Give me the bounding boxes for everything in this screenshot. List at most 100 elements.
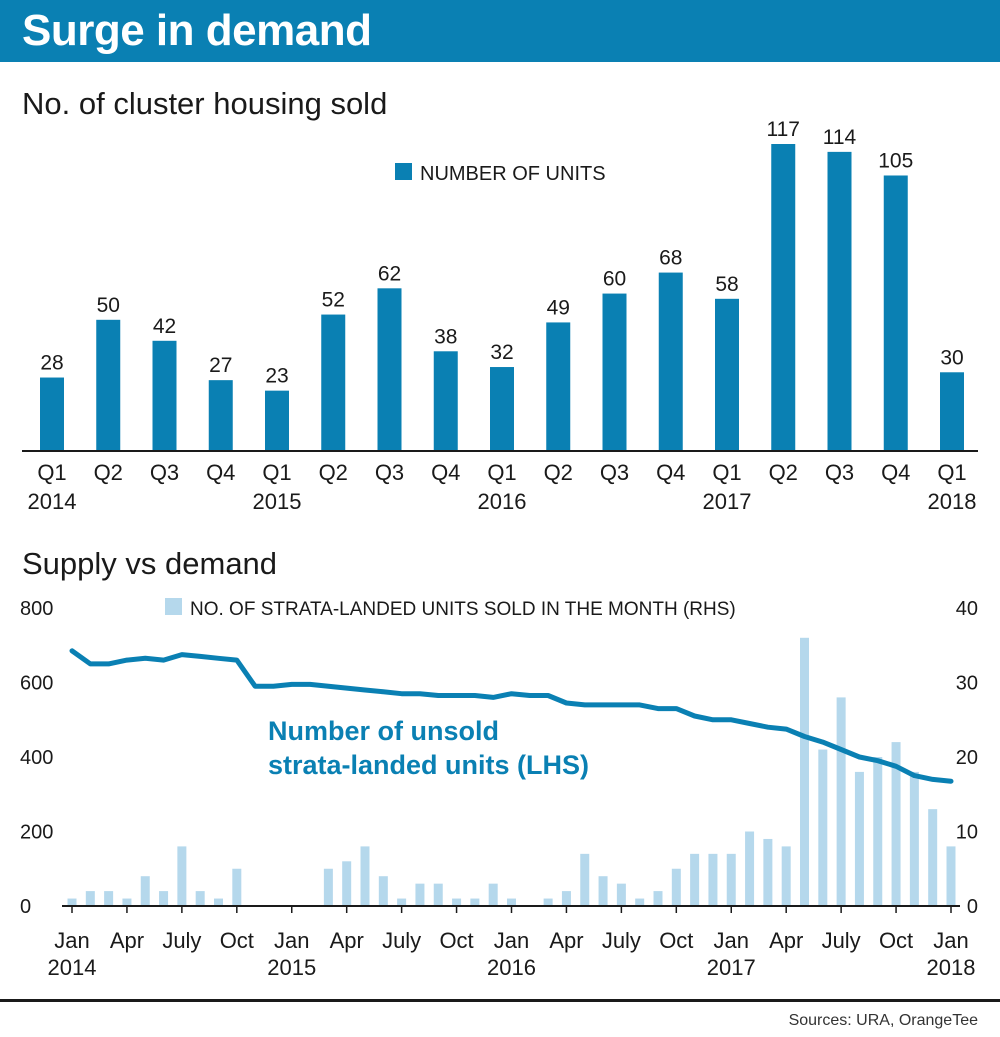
data-label: 38 <box>434 325 457 348</box>
x-tick-label: Jan <box>54 928 89 953</box>
data-label: 30 <box>940 346 963 369</box>
x-year-label: 2014 <box>28 489 77 514</box>
monthly-sales-bar <box>891 742 901 906</box>
x-tick-label: July <box>382 928 421 953</box>
monthly-sales-bar <box>653 891 663 906</box>
monthly-sales-bar <box>232 868 242 906</box>
monthly-sales-bar <box>378 876 388 906</box>
monthly-sales-bar <box>854 771 864 906</box>
right-axis-tick: 10 <box>956 822 978 844</box>
sources-credit: Sources: URA, OrangeTee <box>788 1012 978 1029</box>
monthly-sales-bar <box>635 898 645 906</box>
monthly-sales-bar <box>342 861 352 906</box>
right-axis-tick: 40 <box>956 598 978 620</box>
x-tick-label: Apr <box>769 928 803 953</box>
monthly-sales-bar <box>909 771 919 906</box>
x-year-label: 2017 <box>707 955 756 980</box>
bar <box>377 288 402 451</box>
monthly-sales-bar <box>818 749 828 906</box>
x-tick-label: Q3 <box>600 460 629 485</box>
monthly-sales-bar <box>543 898 553 906</box>
bar <box>771 144 796 451</box>
x-year-label: 2014 <box>48 955 97 980</box>
bar <box>321 314 346 451</box>
chart2-title: Supply vs demand <box>22 546 278 581</box>
bar <box>265 390 289 451</box>
monthly-sales-bar <box>836 697 846 906</box>
x-tick-label: July <box>822 928 861 953</box>
bar <box>433 351 458 451</box>
data-label: 50 <box>97 294 120 317</box>
data-label: 68 <box>659 247 682 270</box>
data-label: 105 <box>878 149 913 172</box>
x-tick-label: Jan <box>714 928 749 953</box>
monthly-sales-bar <box>781 846 791 906</box>
monthly-sales-bar <box>946 846 956 906</box>
x-year-label: 2017 <box>703 489 752 514</box>
x-tick-label: Oct <box>879 928 913 953</box>
monthly-sales-bar <box>726 853 736 906</box>
monthly-sales-bar <box>873 757 883 906</box>
monthly-sales-bar <box>763 838 773 906</box>
right-axis-tick: 30 <box>956 673 978 695</box>
right-axis-tick: 20 <box>956 747 978 769</box>
right-axis-tick: 0 <box>967 896 978 918</box>
monthly-sales-bar <box>507 898 516 906</box>
data-label: 42 <box>153 315 176 338</box>
annotation-line-2: strata-landed units (LHS) <box>268 750 590 780</box>
monthly-sales-bar <box>561 891 571 906</box>
x-tick-label: Q1 <box>487 460 516 485</box>
x-tick-label: July <box>602 928 641 953</box>
x-year-label: 2015 <box>253 489 302 514</box>
bar <box>883 175 908 451</box>
x-tick-label: Jan <box>494 928 529 953</box>
x-tick-label: Oct <box>439 928 473 953</box>
x-tick-label: Q4 <box>656 460 685 485</box>
x-tick-label: Jan <box>933 928 968 953</box>
x-tick-label: Q2 <box>544 460 573 485</box>
cluster-housing-bar-chart: NUMBER OF UNITS 28 Q1 50 Q2 42 Q3 27 Q4 23 Q1 52 Q2 6… <box>22 118 978 514</box>
bar <box>715 298 739 451</box>
x-tick-label: Q1 <box>712 460 741 485</box>
x-year-label: 2016 <box>478 489 527 514</box>
x-tick-label: Q3 <box>375 460 404 485</box>
x-tick-label: Q1 <box>937 460 966 485</box>
bar <box>96 319 121 451</box>
x-tick-label: Q3 <box>150 460 179 485</box>
monthly-sales-bar <box>159 891 169 906</box>
x-year-label: 2015 <box>267 955 316 980</box>
data-label: 62 <box>378 262 401 285</box>
page-title: Surge in demand <box>22 6 372 55</box>
x-tick-label: Q2 <box>319 460 348 485</box>
monthly-sales-bar <box>616 883 626 906</box>
data-label: 28 <box>40 352 63 375</box>
left-axis-tick: 0 <box>20 896 31 918</box>
x-tick-label: Jan <box>274 928 309 953</box>
monthly-sales-bar <box>397 898 407 906</box>
x-tick-label: Apr <box>330 928 364 953</box>
monthly-sales-bar <box>671 868 681 906</box>
data-label: 60 <box>603 268 626 291</box>
monthly-sales-bar <box>433 883 443 906</box>
bar <box>827 151 852 451</box>
monthly-sales-bar <box>195 891 205 906</box>
monthly-sales-bar <box>452 898 462 906</box>
monthly-sales-bar <box>470 898 480 906</box>
x-year-label: 2016 <box>487 955 536 980</box>
monthly-sales-bar <box>140 876 150 906</box>
monthly-sales-bar <box>67 898 77 906</box>
left-axis-tick: 800 <box>20 598 53 620</box>
monthly-sales-bar <box>690 853 700 906</box>
x-tick-label: Oct <box>220 928 254 953</box>
monthly-sales-bar <box>360 846 370 906</box>
bar <box>490 367 514 451</box>
left-axis-tick: 200 <box>20 822 53 844</box>
supply-demand-chart: NO. OF STRATA-LANDED UNITS SOLD IN THE M… <box>20 598 978 980</box>
legend-swatch <box>165 598 182 615</box>
x-tick-label: Apr <box>110 928 144 953</box>
data-label: 117 <box>767 118 800 141</box>
data-label: 52 <box>322 289 345 312</box>
x-year-label: 2018 <box>927 955 976 980</box>
left-axis-tick: 400 <box>20 747 53 769</box>
monthly-sales-bar <box>104 891 114 906</box>
